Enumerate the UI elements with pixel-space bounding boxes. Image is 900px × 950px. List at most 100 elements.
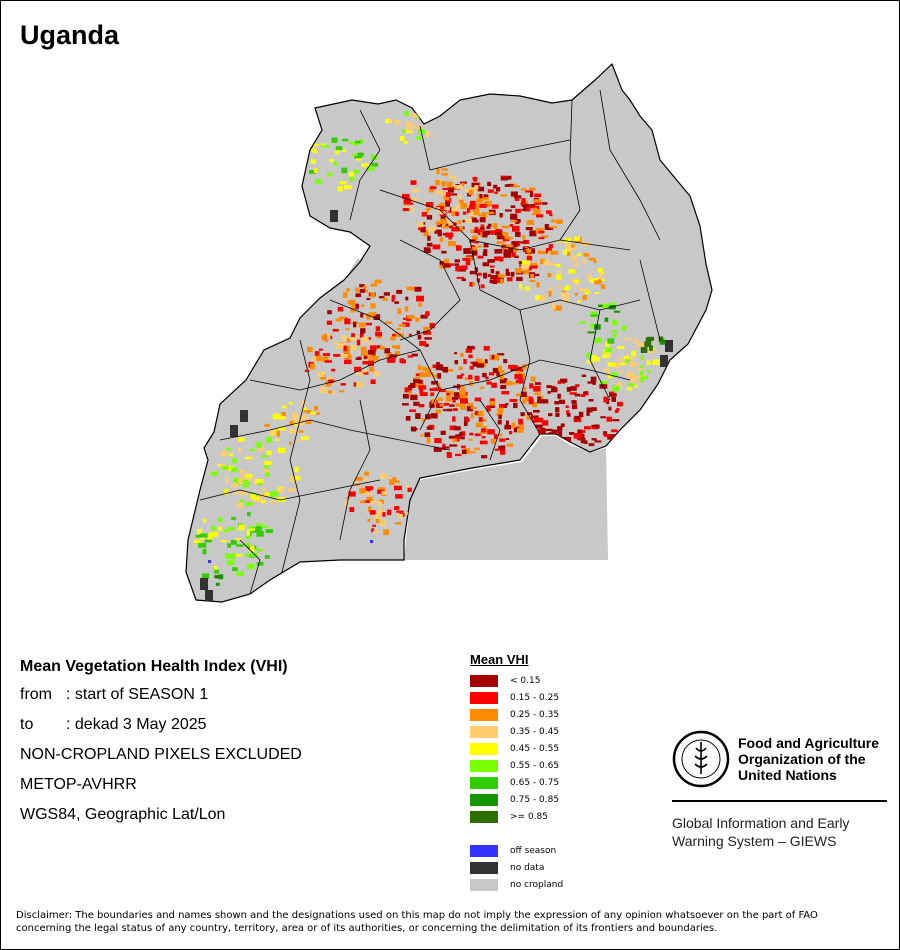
vhi-pixel [493,434,498,440]
map-legend: Mean VHI < 0.15 0.15 - 0.25 0.25 - 0.35 0.3… [470,652,630,893]
vhi-pixel [288,428,296,434]
vhi-pixel [405,296,409,301]
vhi-pixel [602,303,609,309]
vhi-pixel [463,359,467,365]
vhi-pixel [547,391,551,394]
vhi-pixel [510,271,515,277]
sensor-note: METOP-AVHRR [20,776,137,793]
vhi-pixel [577,253,581,256]
vhi-pixel [503,248,508,253]
vhi-pixel [369,501,377,504]
vhi-pixel [489,400,496,406]
legend-label: 0.75 - 0.85 [510,794,560,805]
vhi-pixel [441,168,448,171]
vhi-pixel [486,406,491,412]
vhi-pixel [321,334,326,341]
vhi-pixel [407,355,413,358]
vhi-pixel [428,226,436,232]
fao-org-name: Food and Agriculture Organization of the… [738,735,880,783]
vhi-pixel [477,255,484,259]
vhi-pixel [640,371,644,376]
vhi-pixel [483,272,488,279]
vhi-pixel [420,314,428,319]
vhi-pixel [264,461,272,465]
vhi-pixel [426,202,433,207]
vhi-pixel [441,446,450,449]
vhi-pixel [339,180,347,185]
vhi-pixel [433,447,442,452]
vhi-pixel [302,407,307,412]
vhi-pixel [587,381,595,384]
vhi-pixel [402,403,409,406]
vhi-pixel [313,143,320,146]
vhi-pixel [226,447,231,451]
vhi-pixel [473,189,478,192]
vhi-pixel [432,244,441,250]
vhi-pixel [449,444,458,447]
vhi-pixel [525,227,533,231]
vhi-pixel [410,206,414,213]
legend-item: >= 0.85 [470,808,630,825]
vhi-pixel [445,232,453,238]
vhi-pixel [611,330,618,333]
vhi-pixel [499,378,508,384]
vhi-pixel [501,391,510,395]
vhi-pixel [578,411,584,417]
vhi-pixel [464,448,470,454]
legend-label: no data [510,862,545,873]
vhi-pixel [573,280,580,283]
vhi-pixel [328,376,332,379]
vhi-pixel [469,200,476,206]
vhi-pixel [612,319,617,326]
index-heading: Mean Vegetation Health Index (VHI) [20,658,288,675]
vhi-pixel [442,187,450,191]
vhi-pixel [319,387,327,393]
legend-label: 0.55 - 0.65 [510,760,560,771]
legend-item: 0.55 - 0.65 [470,757,630,774]
vhi-pixel [311,148,315,152]
vhi-pixel [418,379,423,384]
vhi-pixel [455,212,459,217]
vhi-pixel [220,463,227,467]
vhi-pixel [511,251,516,258]
vhi-pixel [615,362,620,369]
vhi-pixel [607,373,613,379]
vhi-pixel [646,360,651,365]
vhi-pixel [483,249,488,253]
legend-swatch [470,776,498,789]
off-season-pixel [208,560,211,563]
vhi-pixel [494,448,499,451]
vhi-pixel [470,412,474,419]
vhi-pixel [591,407,597,411]
vhi-pixel [489,265,495,268]
vhi-pixel [402,194,410,199]
vhi-pixel [314,412,320,415]
vhi-pixel [533,199,541,203]
vhi-pixel [579,437,585,441]
vhi-pixel [472,282,476,286]
vhi-pixel [346,338,351,343]
vhi-pixel [463,421,468,426]
vhi-pixel [590,314,598,317]
vhi-pixel [329,159,334,162]
lake-victoria [404,436,608,560]
vhi-pixel [244,502,253,506]
vhi-pixel [454,352,458,355]
vhi-pixel [514,198,520,201]
vhi-pixel [561,380,566,384]
vhi-pixel [429,322,435,329]
vhi-pixel [522,260,530,265]
vhi-pixel [421,211,427,217]
vhi-pixel [427,235,431,241]
vhi-pixel [380,473,388,479]
vhi-pixel [416,136,422,140]
projection-note: WGS84, Geographic Lat/Lon [20,806,226,823]
vhi-pixel [224,529,228,533]
vhi-pixel [405,416,411,421]
vhi-pixel [360,328,366,334]
legend-item: 0.75 - 0.85 [470,791,630,808]
vhi-pixel [482,372,487,378]
vhi-pixel [214,566,218,571]
vhi-pixel [515,380,519,383]
vhi-pixel [487,181,491,187]
